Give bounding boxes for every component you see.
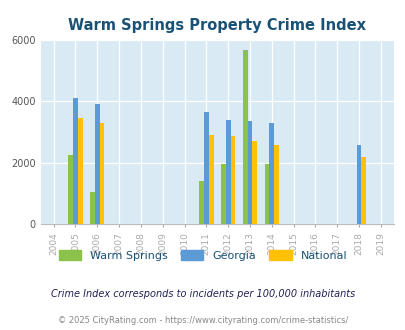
Bar <box>252 141 256 224</box>
Title: Warm Springs Property Crime Index: Warm Springs Property Crime Index <box>68 18 365 33</box>
Bar <box>242 50 247 224</box>
Legend: Warm Springs, Georgia, National: Warm Springs, Georgia, National <box>54 246 351 265</box>
Bar <box>360 157 365 224</box>
Bar <box>90 192 95 224</box>
Bar <box>225 120 230 224</box>
Bar <box>73 98 78 224</box>
Bar <box>269 123 273 224</box>
Bar <box>230 136 235 224</box>
Bar <box>247 121 252 224</box>
Bar <box>198 181 203 224</box>
Bar <box>78 118 83 224</box>
Bar <box>208 135 213 224</box>
Bar <box>95 104 100 224</box>
Bar <box>356 145 360 224</box>
Bar <box>264 164 269 224</box>
Bar <box>220 164 225 224</box>
Bar <box>68 155 73 224</box>
Text: Crime Index corresponds to incidents per 100,000 inhabitants: Crime Index corresponds to incidents per… <box>51 289 354 299</box>
Bar <box>273 145 278 224</box>
Text: © 2025 CityRating.com - https://www.cityrating.com/crime-statistics/: © 2025 CityRating.com - https://www.city… <box>58 316 347 325</box>
Bar <box>100 123 104 224</box>
Bar <box>203 112 208 224</box>
